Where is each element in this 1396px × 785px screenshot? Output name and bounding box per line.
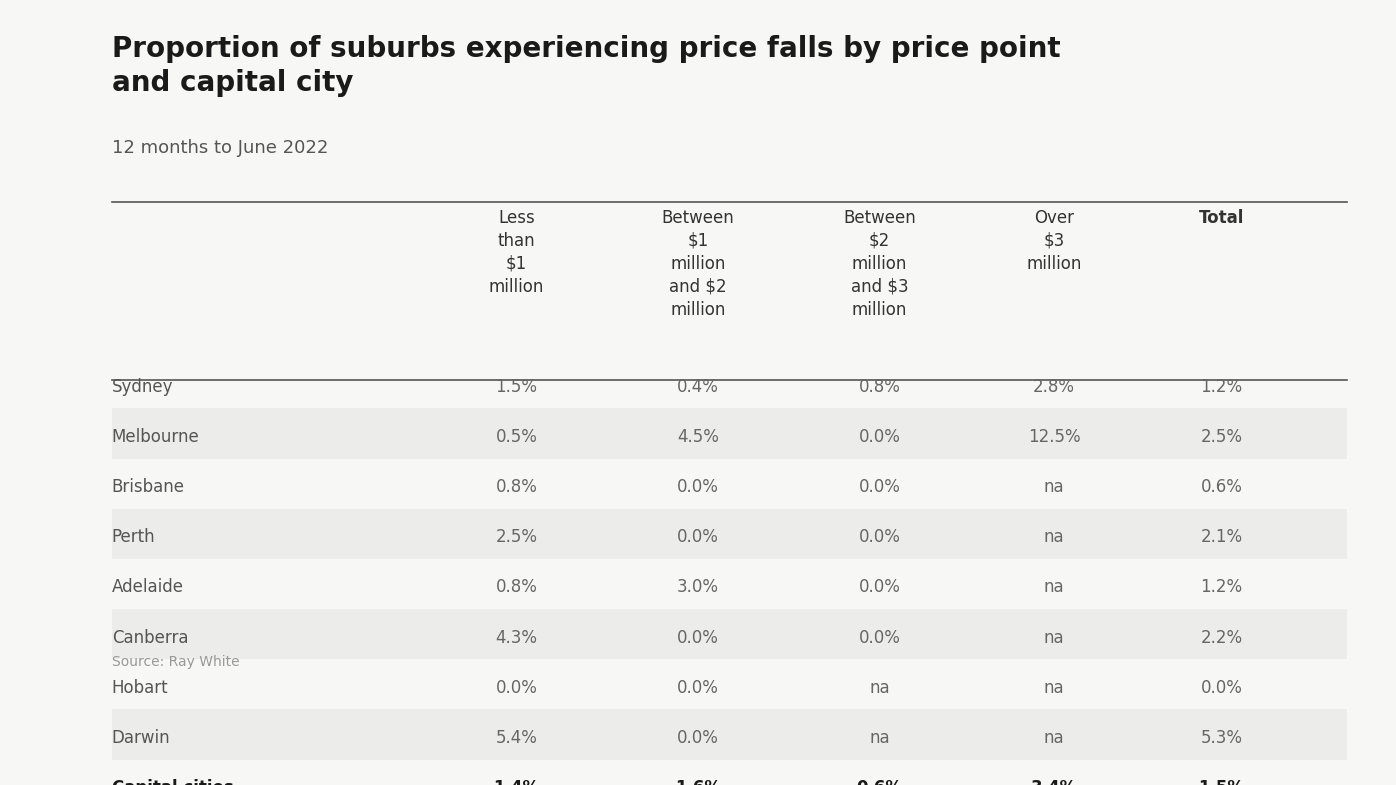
- Text: 0.0%: 0.0%: [677, 679, 719, 697]
- Text: Melbourne: Melbourne: [112, 428, 200, 446]
- Text: na: na: [1044, 679, 1064, 697]
- Text: 12.5%: 12.5%: [1027, 428, 1081, 446]
- Text: 0.8%: 0.8%: [496, 579, 537, 597]
- FancyBboxPatch shape: [112, 509, 1347, 559]
- FancyBboxPatch shape: [112, 408, 1347, 458]
- Text: na: na: [870, 679, 889, 697]
- Text: Between
$1
million
and $2
million: Between $1 million and $2 million: [662, 209, 734, 319]
- Text: Capital cities: Capital cities: [112, 779, 233, 785]
- Text: 0.0%: 0.0%: [677, 629, 719, 647]
- Text: Over
$3
million: Over $3 million: [1026, 209, 1082, 273]
- Text: 2.8%: 2.8%: [1033, 378, 1075, 396]
- Text: na: na: [1044, 729, 1064, 747]
- Text: 5.3%: 5.3%: [1201, 729, 1242, 747]
- Text: 3.4%: 3.4%: [1030, 779, 1078, 785]
- Text: Between
$2
million
and $3
million: Between $2 million and $3 million: [843, 209, 916, 319]
- Text: 2.2%: 2.2%: [1201, 629, 1242, 647]
- Text: 1.5%: 1.5%: [496, 378, 537, 396]
- Text: 4.5%: 4.5%: [677, 428, 719, 446]
- Text: 0.5%: 0.5%: [496, 428, 537, 446]
- Text: 0.8%: 0.8%: [859, 378, 900, 396]
- Text: 0.0%: 0.0%: [677, 528, 719, 546]
- Text: 5.4%: 5.4%: [496, 729, 537, 747]
- Text: 0.0%: 0.0%: [859, 428, 900, 446]
- Text: 0.0%: 0.0%: [859, 528, 900, 546]
- Text: 0.0%: 0.0%: [677, 729, 719, 747]
- Text: 0.0%: 0.0%: [859, 579, 900, 597]
- Text: 0.4%: 0.4%: [677, 378, 719, 396]
- Text: 1.2%: 1.2%: [1201, 378, 1242, 396]
- Text: 0.6%: 0.6%: [857, 779, 902, 785]
- Text: Hobart: Hobart: [112, 679, 169, 697]
- Text: na: na: [870, 729, 889, 747]
- Text: 2.5%: 2.5%: [1201, 428, 1242, 446]
- Text: 0.0%: 0.0%: [859, 629, 900, 647]
- Text: 1.2%: 1.2%: [1201, 579, 1242, 597]
- Text: na: na: [1044, 629, 1064, 647]
- Text: 4.3%: 4.3%: [496, 629, 537, 647]
- Text: na: na: [1044, 579, 1064, 597]
- Text: 2.1%: 2.1%: [1201, 528, 1242, 546]
- Text: Total: Total: [1199, 209, 1244, 227]
- Text: 1.6%: 1.6%: [676, 779, 720, 785]
- Text: Sydney: Sydney: [112, 378, 173, 396]
- FancyBboxPatch shape: [112, 609, 1347, 659]
- Text: Proportion of suburbs experiencing price falls by price point
and capital city: Proportion of suburbs experiencing price…: [112, 35, 1061, 97]
- Text: 0.0%: 0.0%: [677, 478, 719, 496]
- Text: Perth: Perth: [112, 528, 155, 546]
- Text: 0.0%: 0.0%: [859, 478, 900, 496]
- Text: 0.0%: 0.0%: [496, 679, 537, 697]
- Text: 0.8%: 0.8%: [496, 478, 537, 496]
- Text: Brisbane: Brisbane: [112, 478, 184, 496]
- Text: na: na: [1044, 528, 1064, 546]
- Text: na: na: [1044, 478, 1064, 496]
- FancyBboxPatch shape: [112, 710, 1347, 760]
- Text: Canberra: Canberra: [112, 629, 188, 647]
- Text: 0.0%: 0.0%: [1201, 679, 1242, 697]
- Text: 3.0%: 3.0%: [677, 579, 719, 597]
- Text: 0.6%: 0.6%: [1201, 478, 1242, 496]
- Text: 1.5%: 1.5%: [1199, 779, 1244, 785]
- Text: Source: Ray White: Source: Ray White: [112, 655, 239, 669]
- Text: Adelaide: Adelaide: [112, 579, 184, 597]
- Text: 12 months to June 2022: 12 months to June 2022: [112, 140, 328, 157]
- Text: Darwin: Darwin: [112, 729, 170, 747]
- Text: 1.4%: 1.4%: [493, 779, 540, 785]
- Text: 2.5%: 2.5%: [496, 528, 537, 546]
- Text: Less
than
$1
million: Less than $1 million: [489, 209, 544, 296]
